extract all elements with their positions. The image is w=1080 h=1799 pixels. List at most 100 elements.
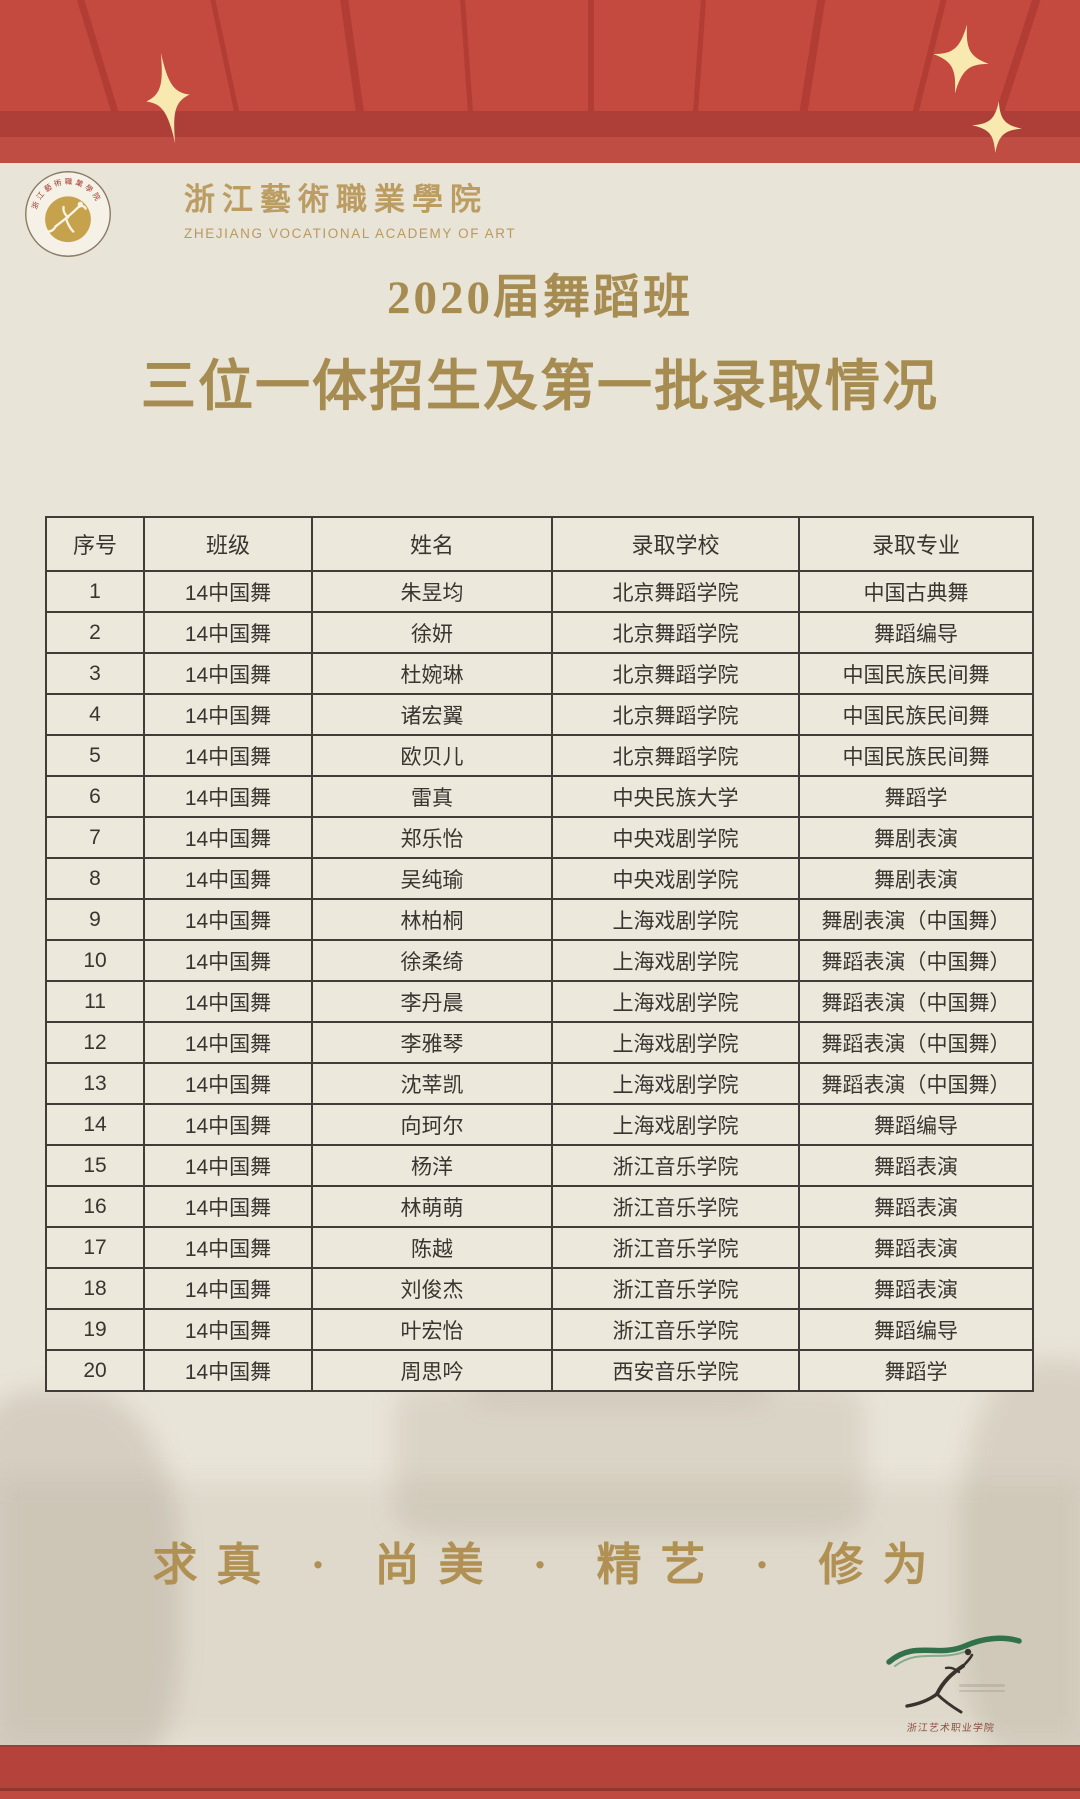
table-cell: 13 (45, 1062, 145, 1105)
table-cell: 14中国舞 (143, 816, 313, 859)
table-row: 14 14中国舞 向珂尔 上海戏剧学院 舞蹈编导 (45, 1103, 1034, 1146)
footer-band (0, 1745, 1080, 1799)
banner-streak (792, 0, 830, 111)
banner-streak (68, 0, 131, 111)
banner-streaks (0, 0, 1080, 111)
table-cell: 舞蹈编导 (798, 611, 1034, 654)
logo-fine-print (959, 1684, 1005, 1696)
table-cell: 中央戏剧学院 (551, 857, 800, 900)
table-cell: 西安音乐学院 (551, 1349, 800, 1392)
table-cell: 14中国舞 (143, 693, 313, 736)
table-cell: 14中国舞 (143, 775, 313, 818)
table-row: 10 14中国舞 徐柔绮 上海戏剧学院 舞蹈表演（中国舞） (45, 939, 1034, 982)
table-cell: 11 (45, 980, 145, 1023)
table-cell: 6 (45, 775, 145, 818)
sparkle-icon (970, 99, 1024, 154)
table-row: 5 14中国舞 欧贝儿 北京舞蹈学院 中国民族民间舞 (45, 734, 1034, 777)
page-title-line1: 2020届舞蹈班 (387, 272, 693, 324)
table-cell: 北京舞蹈学院 (551, 734, 800, 777)
table-cell: 陈越 (311, 1226, 553, 1269)
table-cell: 中国民族民间舞 (798, 693, 1034, 736)
top-banner (0, 0, 1080, 163)
table-row: 6 14中国舞 雷真 中央民族大学 舞蹈学 (45, 775, 1034, 818)
table-column-header: 录取学校 (551, 516, 800, 572)
bottom-logo: 浙江艺术职业学院 (875, 1632, 1045, 1742)
table-cell: 周思吟 (311, 1349, 553, 1392)
dancer-figure (905, 1653, 974, 1714)
table-row: 13 14中国舞 沈莘凯 上海戏剧学院 舞蹈表演（中国舞） (45, 1062, 1034, 1105)
table-cell: 10 (45, 939, 145, 982)
table-row: 11 14中国舞 李丹晨 上海戏剧学院 舞蹈表演（中国舞） (45, 980, 1034, 1023)
table-row: 19 14中国舞 叶宏怡 浙江音乐学院 舞蹈编导 (45, 1308, 1034, 1351)
table-cell: 雷真 (311, 775, 553, 818)
table-cell: 杨洋 (311, 1144, 553, 1187)
table-cell: 14中国舞 (143, 857, 313, 900)
school-name-cn: 浙江藝術職業學院 (184, 182, 488, 217)
table-cell: 14中国舞 (143, 1144, 313, 1187)
table-cell: 上海戏剧学院 (551, 939, 800, 982)
banner-streak (983, 0, 1050, 111)
results-table-body: 1 14中国舞 朱昱均 北京舞蹈学院 中国古典舞 2 14中国舞 徐妍 北京舞蹈学院 舞蹈编导 3 1… (45, 570, 1034, 1392)
banner-band-dark (0, 111, 1080, 137)
table-cell: 吴纯瑜 (311, 857, 553, 900)
table-row: 12 14中国舞 李雅琴 上海戏剧学院 舞蹈表演（中国舞） (45, 1021, 1034, 1064)
table-cell: 朱昱均 (311, 570, 553, 613)
table-row: 9 14中国舞 林柏桐 上海戏剧学院 舞剧表演（中国舞） (45, 898, 1034, 941)
table-cell: 浙江音乐学院 (551, 1267, 800, 1310)
table-cell: 浙江音乐学院 (551, 1308, 800, 1351)
table-cell: 2 (45, 611, 145, 654)
table-cell: 上海戏剧学院 (551, 1021, 800, 1064)
banner-streak (689, 0, 708, 111)
table-row: 17 14中国舞 陈越 浙江音乐学院 舞蹈表演 (45, 1226, 1034, 1269)
table-cell: 舞蹈学 (798, 775, 1034, 818)
table-cell: 北京舞蹈学院 (551, 693, 800, 736)
table-header-row: 序号 班级 姓名 录取学校 录取专业 (45, 516, 1034, 572)
table-cell: 舞蹈表演 (798, 1144, 1034, 1187)
table-cell: 舞蹈表演（中国舞） (798, 1021, 1034, 1064)
table-cell: 林柏桐 (311, 898, 553, 941)
table-row: 16 14中国舞 林萌萌 浙江音乐学院 舞蹈表演 (45, 1185, 1034, 1228)
table-cell: 中国古典舞 (798, 570, 1034, 613)
table-cell: 16 (45, 1185, 145, 1228)
table-cell: 林萌萌 (311, 1185, 553, 1228)
table-cell: 舞蹈编导 (798, 1308, 1034, 1351)
table-cell: 14中国舞 (143, 980, 313, 1023)
table-row: 20 14中国舞 周思吟 西安音乐学院 舞蹈学 (45, 1349, 1034, 1392)
banner-streak (336, 0, 371, 111)
table-row: 18 14中国舞 刘俊杰 浙江音乐学院 舞蹈表演 (45, 1267, 1034, 1310)
table-cell: 3 (45, 652, 145, 695)
table-cell: 14 (45, 1103, 145, 1146)
table-cell: 14中国舞 (143, 734, 313, 777)
footer-band-bottom (0, 1791, 1080, 1799)
table-cell: 14中国舞 (143, 652, 313, 695)
scenery-trees-left (0, 1390, 180, 1799)
table-row: 4 14中国舞 诸宏翼 北京舞蹈学院 中国民族民间舞 (45, 693, 1034, 736)
table-cell: 14中国舞 (143, 1226, 313, 1269)
page-title-line2: 三位一体招生及第一批录取情况 (140, 356, 939, 417)
table-column-header: 姓名 (311, 516, 553, 572)
table-row: 3 14中国舞 杜婉琳 北京舞蹈学院 中国民族民间舞 (45, 652, 1034, 695)
table-cell: 浙江音乐学院 (551, 1144, 800, 1187)
table-cell: 舞蹈编导 (798, 1103, 1034, 1146)
table-cell: 14中国舞 (143, 1267, 313, 1310)
scenery-building (395, 1385, 865, 1535)
table-cell: 14中国舞 (143, 611, 313, 654)
footer-band-line (0, 1788, 1080, 1791)
school-emblem-icon: 浙江藝術職業學院 (25, 171, 111, 257)
table-cell: 刘俊杰 (311, 1267, 553, 1310)
table-cell: 叶宏怡 (311, 1308, 553, 1351)
sparkle-icon (927, 20, 994, 99)
table-column-header: 班级 (143, 516, 313, 572)
table-cell: 上海戏剧学院 (551, 1103, 800, 1146)
table-cell: 19 (45, 1308, 145, 1351)
motto: 求真 · 尚美 · 精艺 · 修为 (152, 1540, 947, 1590)
table-cell: 中国民族民间舞 (798, 652, 1034, 695)
table-cell: 舞剧表演 (798, 816, 1034, 859)
table-cell: 14中国舞 (143, 898, 313, 941)
table-cell: 李丹晨 (311, 980, 553, 1023)
table-cell: 8 (45, 857, 145, 900)
table-row: 2 14中国舞 徐妍 北京舞蹈学院 舞蹈编导 (45, 611, 1034, 654)
table-cell: 14中国舞 (143, 1185, 313, 1228)
table-cell: 14中国舞 (143, 1308, 313, 1351)
